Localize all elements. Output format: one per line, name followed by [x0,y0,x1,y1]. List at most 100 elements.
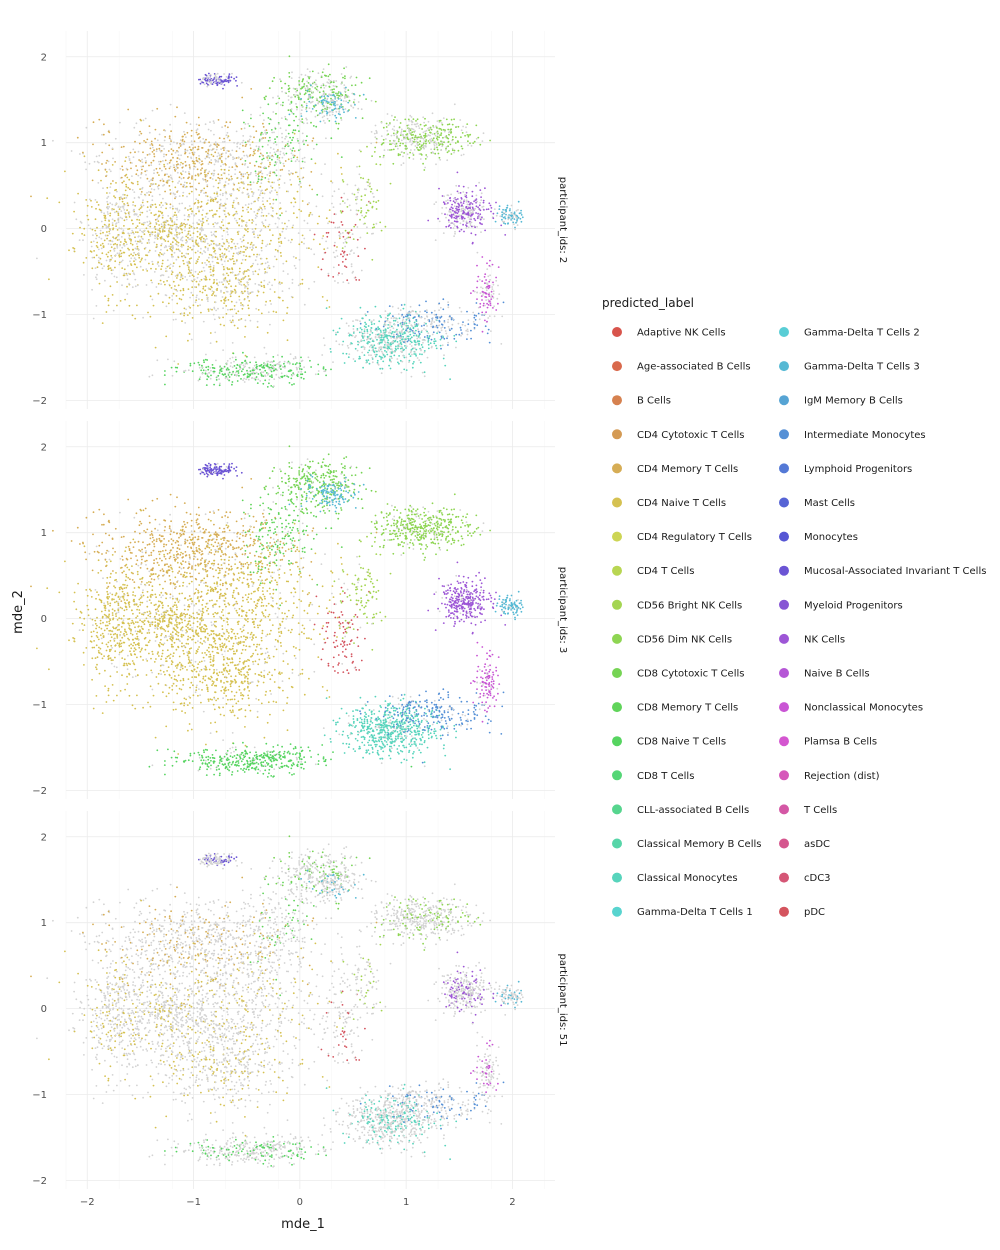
scatter-point [259,152,262,155]
scatter-point [234,356,237,359]
scatter-point [118,238,120,241]
scatter-point [437,152,440,155]
scatter-point [423,375,426,378]
scatter-point [178,209,181,212]
scatter-point [226,367,229,369]
scatter-point [314,87,317,89]
scatter-point [336,103,339,106]
scatter-point [382,138,385,141]
scatter-point [212,174,215,177]
scatter-point [141,242,143,245]
scatter-point [287,84,290,87]
scatter-point [145,174,147,176]
scatter-point [325,137,327,140]
scatter-point [165,153,168,156]
scatter-point [258,155,261,158]
scatter-point [462,125,464,128]
scatter-point [218,179,221,182]
scatter-point [387,149,389,151]
scatter-point [244,287,246,289]
scatter-point [224,377,227,380]
scatter-point [94,218,97,221]
scatter-point [482,201,485,204]
scatter-point [270,303,272,305]
scatter-point [201,372,204,375]
scatter-point [251,141,254,144]
scatter-point [317,370,320,372]
scatter-point [249,147,252,150]
scatter-point [248,219,251,222]
scatter-point [350,334,353,337]
scatter-point [433,342,436,345]
scatter-point [221,161,223,164]
scatter-point [464,134,466,137]
scatter-point [271,284,273,287]
scatter-point [186,195,188,198]
scatter-point [162,214,164,217]
scatter-point [400,139,403,142]
scatter-point [320,76,323,78]
scatter-point [104,217,107,220]
scatter-point [448,133,450,136]
scatter-point [416,144,419,146]
scatter-point [277,179,279,182]
scatter-point [106,200,109,203]
scatter-point [195,299,198,302]
scatter-point [277,296,280,299]
scatter-point [151,204,154,206]
scatter-point [158,229,161,232]
scatter-point [448,131,450,134]
scatter-point [262,112,264,115]
scatter-point [245,246,247,249]
scatter-point [329,110,332,113]
scatter-point [143,233,146,236]
scatter-point [186,182,188,184]
scatter-point [242,144,244,147]
scatter-point [373,132,376,135]
scatter-point [231,356,234,359]
scatter-point [113,195,115,198]
scatter-point [162,225,165,227]
scatter-point [96,201,98,204]
scatter-point [209,271,212,273]
scatter-point [138,222,141,224]
scatter-point [413,334,415,337]
scatter-point [124,212,127,215]
scatter-point [359,327,362,329]
scatter-point [199,304,202,307]
scatter-point [150,140,153,143]
scatter-point [431,133,434,136]
scatter-point [332,361,334,363]
scatter-point [168,185,171,187]
scatter-point [165,207,168,210]
scatter-point [142,199,144,202]
scatter-point [351,84,353,87]
scatter-point [169,189,172,191]
scatter-point [183,130,185,133]
scatter-point [284,160,287,162]
scatter-point [467,216,470,218]
scatter-point [345,86,347,89]
scatter-point [149,185,152,188]
scatter-point [314,115,317,118]
scatter-point [289,103,291,105]
scatter-point [273,367,275,369]
scatter-point [114,196,117,199]
scatter-point [179,164,182,166]
scatter-point [98,236,101,239]
scatter-point [156,263,159,265]
scatter-point [103,212,105,215]
scatter-point [208,81,211,84]
scatter-point [216,193,218,195]
scatter-point [174,151,177,154]
scatter-point [336,100,338,102]
scatter-point [138,256,141,259]
scatter-point [213,122,216,124]
scatter-point [137,215,140,218]
scatter-point [386,129,389,132]
scatter-point [275,311,278,314]
scatter-point [235,358,237,361]
scatter-point [155,150,158,153]
scatter-point [211,209,213,212]
scatter-point [290,157,293,160]
